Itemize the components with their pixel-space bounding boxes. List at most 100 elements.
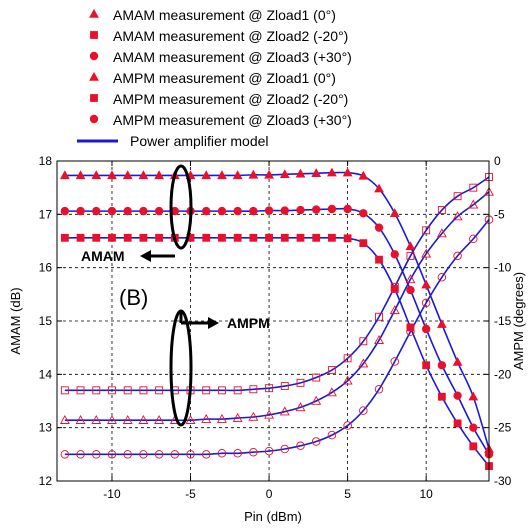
amam-point-triangle <box>405 241 416 251</box>
legend-label: AMAM measurement @ Zload2 (-20°) <box>113 28 348 44</box>
legend-label: AMPM measurement @ Zload3 (+30°) <box>113 112 352 128</box>
y-tick-label: 16 <box>39 261 53 275</box>
ampm-point-triangle <box>264 409 275 419</box>
amam-point-circle <box>217 206 227 216</box>
y-axis-title: AMAM (dB) <box>8 287 23 354</box>
amam-point-square <box>280 233 289 242</box>
amam-point-triangle <box>358 170 369 180</box>
y-tick-label: 14 <box>39 367 53 381</box>
amam-point-circle <box>296 205 305 215</box>
amam-point-triangle <box>468 391 479 401</box>
model-curves <box>64 171 490 467</box>
y2-tick-label: -5 <box>494 207 505 221</box>
ampm-point-triangle <box>91 414 102 424</box>
legend-label: Power amplifier model <box>130 133 269 149</box>
ampm-point-circle <box>296 441 305 451</box>
amam-point-square <box>312 233 321 242</box>
ampm-point-circle <box>437 273 447 282</box>
amam-point-triangle <box>248 169 259 179</box>
amam-point-square <box>390 285 399 293</box>
legend-label: AMAM measurement @ Zload1 (0°) <box>113 7 336 23</box>
amam-point-triangle <box>75 170 86 180</box>
ampm-point-square <box>123 386 132 395</box>
ampm-point-circle <box>469 234 478 244</box>
ampm-point-square <box>217 386 226 395</box>
y2-tick-label: -30 <box>494 474 512 488</box>
amam-arrowhead <box>140 250 151 262</box>
amam-point-triangle <box>295 168 306 178</box>
ampm-point-circle <box>327 430 337 440</box>
ampm-model-curve <box>64 176 490 392</box>
legend-label: AMAM measurement @ Zload3 (+30°) <box>113 49 352 65</box>
amam-point-square <box>453 419 462 428</box>
amam-point-triangle <box>201 170 212 180</box>
ampm-point-circle <box>453 251 462 261</box>
amam-point-square <box>359 239 368 248</box>
ampm-point-triangle <box>248 411 259 421</box>
ampm-point-square <box>469 183 478 192</box>
ampm-point-triangle <box>421 248 432 258</box>
ampm-point-triangle <box>389 305 400 315</box>
amam-point-circle <box>359 209 368 218</box>
amam-point-circle <box>154 206 164 216</box>
amam-point-square <box>422 361 431 370</box>
ampm-point-circle <box>186 450 195 459</box>
amam-model-curve <box>64 207 490 455</box>
amam-point-square <box>60 233 69 242</box>
amam-point-triangle <box>232 170 243 180</box>
ampm-point-circle <box>343 421 352 430</box>
amam-point-triangle <box>311 168 322 177</box>
y-tick-label: 13 <box>39 421 53 435</box>
amam-point-square <box>375 255 383 264</box>
legend-marker-circle <box>89 51 99 61</box>
ampm-point-triangle <box>154 414 165 424</box>
amam-point-triangle <box>452 356 463 366</box>
y2-tick-label: -20 <box>494 367 512 381</box>
amam-point-square <box>233 233 242 242</box>
amam-point-circle <box>406 285 415 295</box>
axis-ticks: -10 -5 0 5 10 12 13 14 15 16 17 18 0 -5 -10 -15 -20 -25 -3… <box>39 154 512 501</box>
amam-point-circle <box>469 423 478 432</box>
amam-point-triangle <box>374 183 384 193</box>
amam-point-square <box>218 233 226 242</box>
amam-point-square <box>108 233 116 242</box>
ampm-point-square <box>265 384 274 393</box>
amam-point-square <box>76 233 85 242</box>
ampm-point-triangle <box>326 387 337 397</box>
annotations: AMAM AMPM (B) <box>81 164 270 427</box>
ampm-point-square <box>108 386 116 395</box>
x-tick-label: -10 <box>103 487 121 501</box>
ampm-point-triangle <box>468 199 479 209</box>
y-tick-label: 17 <box>39 207 53 221</box>
ampm-point-triangle <box>436 228 447 238</box>
ampm-point-circle <box>390 357 399 366</box>
ampm-point-square <box>312 373 321 382</box>
grid <box>57 161 489 481</box>
legend-marker-triangle <box>89 8 99 18</box>
amam-point-circle <box>249 206 258 216</box>
ampm-point-square <box>422 226 431 235</box>
amam-point-square <box>437 392 446 401</box>
ampm-point-circle <box>139 450 148 459</box>
ampm-model-curve <box>64 191 490 422</box>
x-tick-label: 0 <box>266 487 273 501</box>
y-tick-label: 15 <box>39 314 53 328</box>
ampm-point-triangle <box>279 406 290 416</box>
ampm-ellipse <box>169 309 193 427</box>
ampm-point-square <box>280 382 289 391</box>
ampm-point-circle <box>76 450 85 459</box>
ampm-point-circle <box>217 449 227 458</box>
ampm-point-circle <box>359 406 368 415</box>
ampm-point-circle <box>233 449 242 458</box>
ampm-point-triangle <box>452 211 463 221</box>
amam-point-circle <box>264 206 274 215</box>
amam-point-circle <box>312 205 321 214</box>
amam-point-square <box>406 323 415 332</box>
amam-point-square <box>469 442 478 451</box>
ampm-point-circle <box>249 447 258 457</box>
ampm-point-circle <box>170 450 180 459</box>
panel-label: (B) <box>119 285 148 310</box>
amam-point-triangle <box>421 279 432 289</box>
ampm-point-triangle <box>405 274 416 284</box>
